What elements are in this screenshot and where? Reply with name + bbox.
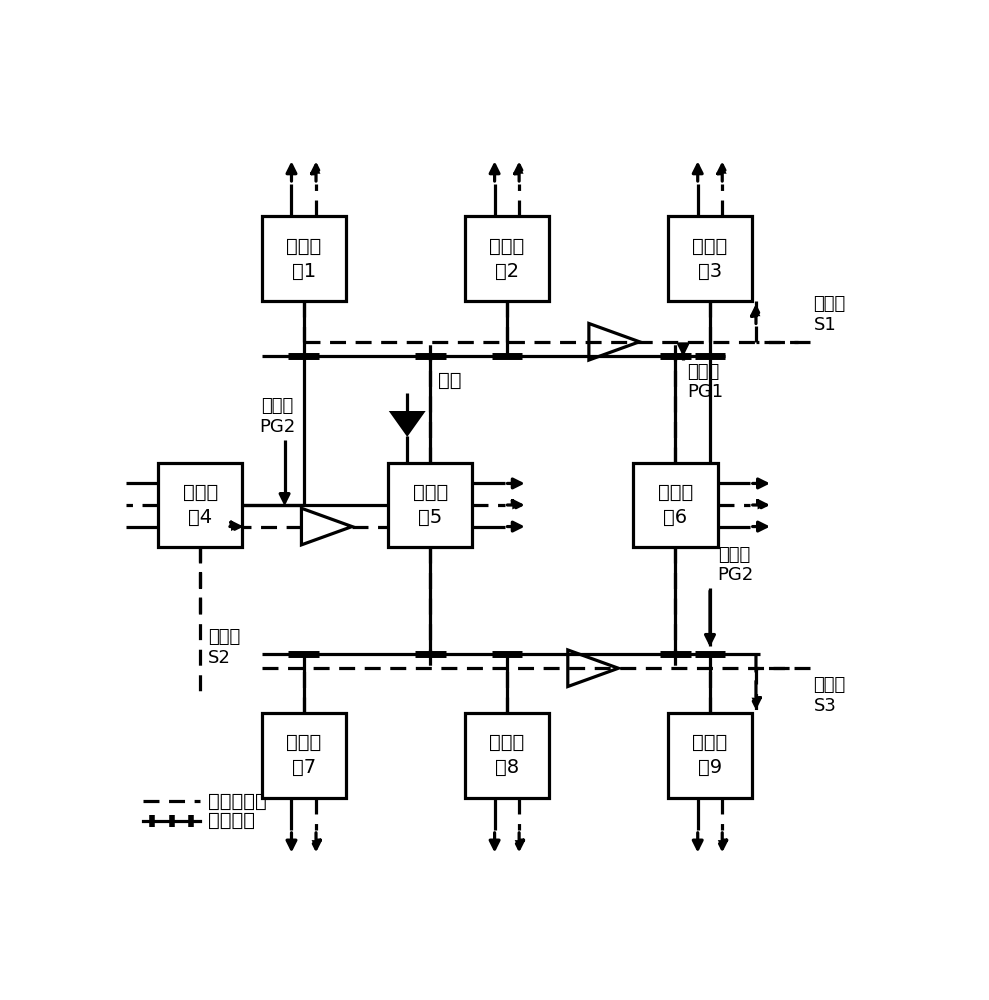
Bar [668, 713, 752, 798]
Polygon shape [392, 413, 422, 434]
Text: 气源点
S3: 气源点 S3 [813, 676, 846, 715]
Text: 能源中
心2: 能源中 心2 [490, 237, 524, 281]
Text: 电力网络: 电力网络 [208, 811, 255, 830]
Text: 发电机
PG2: 发电机 PG2 [259, 397, 295, 436]
Text: 天然气网络: 天然气网络 [208, 792, 267, 811]
Bar [465, 713, 549, 798]
Text: 能源中
心9: 能源中 心9 [692, 733, 728, 777]
Text: 能源中
心3: 能源中 心3 [692, 237, 728, 281]
Text: 能源中
心8: 能源中 心8 [490, 733, 524, 777]
Bar [261, 713, 346, 798]
Text: 发电机
PG1: 发电机 PG1 [687, 363, 723, 401]
Bar [158, 463, 242, 547]
Bar [261, 216, 346, 301]
Text: 风电: 风电 [438, 370, 462, 389]
Text: 气源点
S1: 气源点 S1 [813, 295, 846, 334]
Text: 能源中
心4: 能源中 心4 [183, 483, 218, 527]
Bar [388, 463, 473, 547]
Bar [465, 216, 549, 301]
Text: 气源点
S2: 气源点 S2 [208, 628, 240, 667]
Text: 能源中
心6: 能源中 心6 [658, 483, 693, 527]
Text: 能源中
心7: 能源中 心7 [286, 733, 321, 777]
Text: 能源中
心1: 能源中 心1 [286, 237, 321, 281]
Text: 发电机
PG2: 发电机 PG2 [718, 546, 754, 584]
Text: 能源中
心5: 能源中 心5 [412, 483, 448, 527]
Bar [668, 216, 752, 301]
Bar [633, 463, 718, 547]
